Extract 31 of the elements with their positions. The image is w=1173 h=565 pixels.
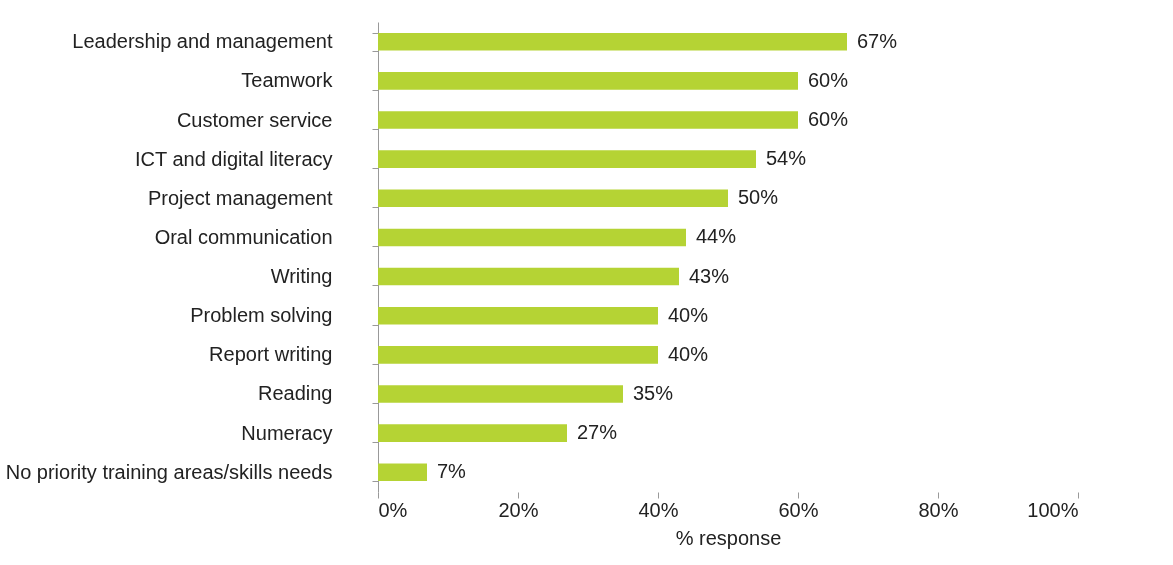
y-tick-label: Writing <box>270 265 333 288</box>
y-tick-label: Project management <box>147 186 333 209</box>
data-label: 60% <box>808 108 849 131</box>
data-label: 7% <box>437 460 467 483</box>
y-tick-label: Oral communication <box>154 225 333 248</box>
data-label: 40% <box>668 303 709 326</box>
x-tick-label: 80% <box>918 498 959 521</box>
data-label: 35% <box>633 381 674 404</box>
x-axis-title: % response <box>675 526 782 549</box>
data-label: 27% <box>577 421 618 444</box>
y-tick-label: No priority training areas/skills needs <box>5 460 333 483</box>
data-label: 50% <box>738 186 779 209</box>
y-tick-label: Teamwork <box>241 69 334 92</box>
data-label: 40% <box>668 342 709 365</box>
data-label: 43% <box>689 264 730 287</box>
data-label: 54% <box>766 147 807 170</box>
y-tick-label: Problem solving <box>190 304 333 327</box>
x-tick-label: 40% <box>638 498 679 521</box>
y-tick-label: Leadership and management <box>72 30 333 53</box>
y-tick-label: Report writing <box>209 343 333 366</box>
y-tick-label: Customer service <box>176 108 333 131</box>
y-tick-label: Numeracy <box>241 421 333 444</box>
x-tick-label: 100% <box>1027 498 1079 521</box>
y-tick-label: ICT and digital literacy <box>135 147 333 170</box>
x-tick-label: 20% <box>498 498 539 521</box>
data-label: 44% <box>696 225 737 248</box>
y-tick-label: Reading <box>257 382 333 405</box>
data-label: 67% <box>857 29 898 52</box>
x-tick-label: 0% <box>378 498 408 521</box>
x-tick-label: 60% <box>778 498 819 521</box>
data-label: 60% <box>808 68 849 91</box>
